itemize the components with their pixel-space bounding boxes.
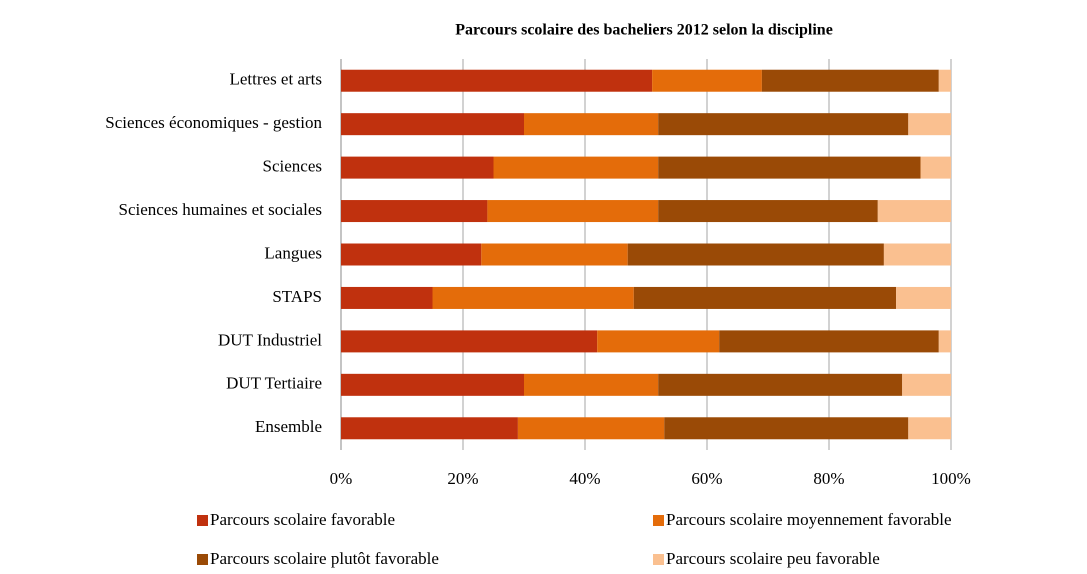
legend-label: Parcours scolaire favorable xyxy=(210,510,395,529)
bar-segment xyxy=(341,330,598,353)
bar-segment xyxy=(908,113,951,136)
y-tick-label: DUT Industriel xyxy=(218,330,322,349)
y-tick-label: Langues xyxy=(264,243,322,262)
bar-segment xyxy=(481,243,628,266)
bar-segment xyxy=(341,200,488,223)
bar-segment xyxy=(652,69,762,92)
bar-segment xyxy=(719,330,939,353)
y-tick-label: Sciences économiques - gestion xyxy=(105,113,322,132)
bar-segment xyxy=(432,286,634,309)
legend-swatch xyxy=(653,515,664,526)
x-tick-label: 40% xyxy=(569,469,600,488)
bar-segment xyxy=(627,243,884,266)
legend-swatch xyxy=(197,515,208,526)
bar-segment xyxy=(487,200,659,223)
bar-segment xyxy=(908,417,951,440)
bar-segment xyxy=(938,69,951,92)
bar-segment xyxy=(341,69,653,92)
bar-segment xyxy=(902,373,951,396)
bar-segment xyxy=(761,69,939,92)
bar-segment xyxy=(524,113,659,136)
y-tick-label: DUT Tertiaire xyxy=(226,374,322,393)
bar-segment xyxy=(896,286,951,309)
bar-segment xyxy=(517,417,665,440)
bar-segment xyxy=(341,417,518,440)
y-tick-label: Lettres et arts xyxy=(229,70,322,89)
bar-segment xyxy=(938,330,951,353)
bar-segment xyxy=(341,373,524,396)
x-tick-label: 60% xyxy=(691,469,722,488)
bar-segment xyxy=(524,373,659,396)
bar-segment xyxy=(658,113,909,136)
x-tick-label: 20% xyxy=(447,469,478,488)
bar-segment xyxy=(664,417,909,440)
legend-swatch xyxy=(197,554,208,565)
x-tick-label: 80% xyxy=(813,469,844,488)
bar-segment xyxy=(658,373,903,396)
bar-segment xyxy=(658,156,921,179)
bar-segment xyxy=(658,200,878,223)
y-tick-label: Ensemble xyxy=(255,417,322,436)
bar-segment xyxy=(341,286,433,309)
legend-label: Parcours scolaire plutôt favorable xyxy=(210,549,439,568)
legend-label: Parcours scolaire peu favorable xyxy=(666,549,880,568)
legend-label: Parcours scolaire moyennement favorable xyxy=(666,510,952,529)
chart-title: Parcours scolaire des bacheliers 2012 se… xyxy=(455,22,833,39)
y-tick-label: STAPS xyxy=(272,287,322,306)
y-tick-label: Sciences xyxy=(263,157,322,176)
legend-swatch xyxy=(653,554,664,565)
bar-segment xyxy=(877,200,951,223)
bar-segment xyxy=(633,286,897,309)
bar-segment xyxy=(597,330,720,353)
bar-segment xyxy=(341,113,524,136)
x-tick-label: 100% xyxy=(931,469,971,488)
bar-segment xyxy=(493,156,659,179)
bar-segment xyxy=(920,156,951,179)
y-tick-label: Sciences humaines et sociales xyxy=(119,200,322,219)
bar-segment xyxy=(883,243,951,266)
bar-segment xyxy=(341,156,494,179)
x-tick-label: 0% xyxy=(330,469,353,488)
bar-segment xyxy=(341,243,482,266)
